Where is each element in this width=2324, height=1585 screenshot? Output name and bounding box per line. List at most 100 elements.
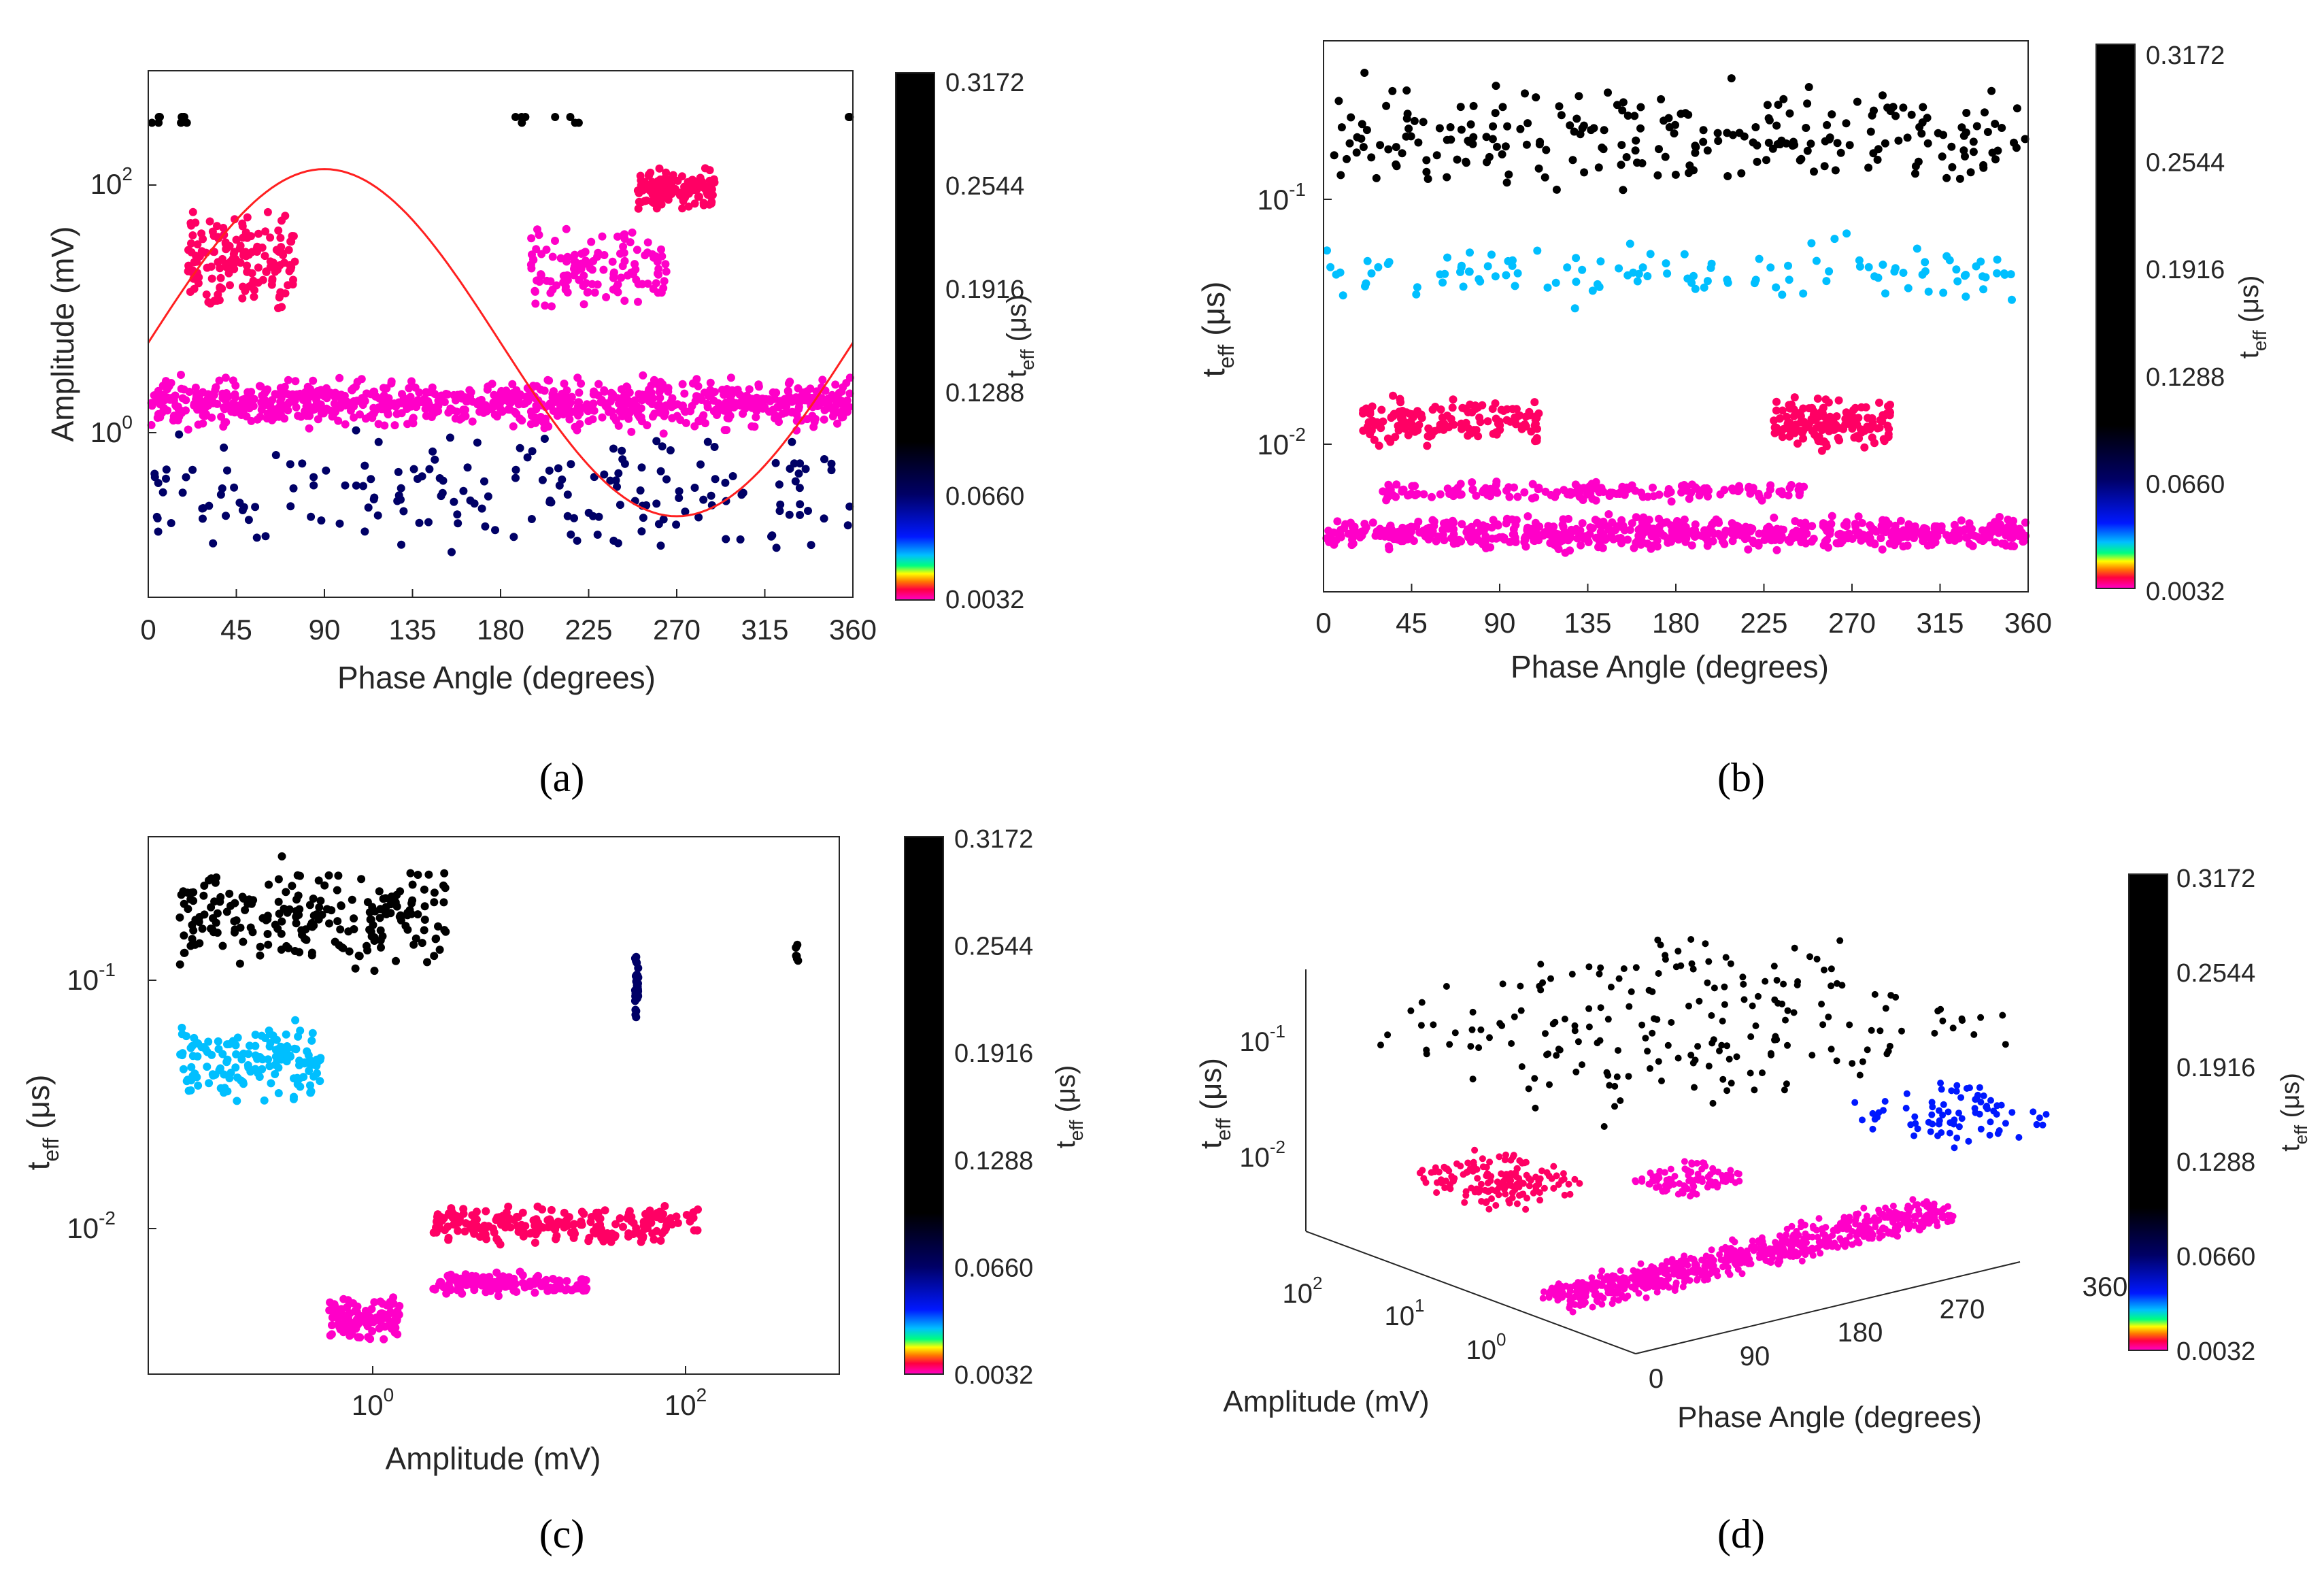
data-point: [163, 395, 172, 403]
data-point: [384, 410, 392, 419]
data-point: [1504, 170, 1513, 179]
data-point: [1456, 103, 1465, 112]
data-point: [341, 420, 350, 429]
data-point: [537, 250, 546, 258]
data-point: [518, 118, 526, 127]
data-point: [1783, 1080, 1790, 1088]
data-point: [169, 412, 178, 421]
data-point: [320, 881, 329, 890]
panel-a-x-ticks: 0 45 90 135 180 225 270 315 360: [140, 589, 877, 646]
data-point: [603, 1233, 612, 1241]
data-point: [376, 1297, 385, 1306]
data-point: [1501, 142, 1510, 151]
data-point: [1383, 434, 1392, 443]
data-point: [268, 275, 277, 284]
data-point: [1326, 530, 1334, 539]
panel-b-xtick: 180: [1652, 607, 1700, 639]
data-point: [1829, 425, 1838, 434]
data-point: [407, 910, 416, 918]
data-point: [1404, 431, 1413, 439]
data-point: [274, 875, 283, 884]
data-point: [593, 252, 601, 261]
data-point: [1834, 1244, 1841, 1251]
data-point: [794, 956, 803, 965]
data-point: [1725, 1246, 1732, 1253]
data-point: [203, 263, 212, 272]
data-point: [334, 416, 343, 425]
data-point: [250, 293, 258, 301]
data-point: [277, 399, 286, 407]
data-point: [219, 422, 228, 431]
data-point: [1588, 286, 1597, 295]
data-point: [509, 533, 518, 541]
data-point: [263, 414, 271, 423]
data-point: [499, 407, 507, 416]
colorbar-tick-label: 0.2544: [945, 172, 1024, 201]
data-point: [1757, 1253, 1764, 1261]
data-point: [424, 870, 433, 879]
data-point: [790, 395, 798, 403]
panel-a-ylabel: Amplitude (mV): [45, 227, 80, 442]
data-point: [189, 888, 198, 897]
data-point: [1883, 410, 1891, 418]
data-point: [1595, 520, 1604, 529]
data-point: [820, 514, 828, 523]
data-point: [1785, 404, 1794, 413]
data-point: [1740, 996, 1748, 1003]
data-point: [521, 1222, 530, 1231]
data-point: [807, 541, 815, 550]
data-point: [1689, 965, 1697, 973]
data-point: [1702, 484, 1711, 493]
data-point: [1617, 1267, 1624, 1275]
data-point: [243, 267, 252, 276]
panel-a-xtick: 360: [829, 614, 877, 646]
data-point: [1492, 487, 1500, 496]
data-point: [552, 281, 561, 290]
data-point: [185, 388, 194, 396]
data-point: [472, 1207, 481, 1216]
data-point: [1961, 293, 1970, 301]
data-point: [229, 376, 237, 385]
data-point: [594, 380, 603, 388]
data-point: [245, 250, 253, 259]
data-point: [1561, 1016, 1568, 1022]
data-point: [1552, 185, 1561, 194]
data-point: [1550, 1163, 1557, 1170]
data-point: [1655, 1280, 1663, 1288]
data-point: [1582, 1292, 1589, 1299]
data-point: [1551, 1018, 1559, 1026]
data-point: [1870, 439, 1879, 448]
data-point: [609, 536, 618, 545]
data-point: [1385, 542, 1393, 551]
data-point: [1469, 1075, 1477, 1083]
data-point: [528, 412, 536, 420]
data-point: [1976, 257, 1985, 266]
data-point: [1741, 522, 1750, 531]
data-point: [1468, 1026, 1476, 1033]
data-point: [1856, 425, 1865, 434]
data-point: [1630, 1267, 1637, 1274]
data-point: [1359, 427, 1368, 435]
data-point: [309, 1072, 318, 1081]
data-point: [722, 404, 731, 413]
data-point: [1752, 1022, 1759, 1029]
data-point: [509, 422, 518, 431]
data-point: [1857, 403, 1866, 412]
data-point: [1883, 421, 1892, 430]
data-point: [1486, 1034, 1493, 1041]
data-point: [1362, 408, 1371, 417]
data-point: [1949, 1024, 1957, 1032]
data-point: [1344, 529, 1353, 538]
data-point: [1881, 289, 1889, 298]
data-point: [1647, 532, 1656, 541]
data-point: [241, 905, 250, 914]
data-point: [220, 1088, 228, 1097]
data-point: [296, 1082, 305, 1091]
data-point: [573, 398, 582, 407]
data-point: [539, 1223, 548, 1232]
data-point: [213, 909, 222, 918]
data-point: [205, 217, 214, 226]
data-point: [1846, 1021, 1853, 1029]
data-point: [1979, 285, 1988, 294]
data-point: [652, 437, 661, 446]
